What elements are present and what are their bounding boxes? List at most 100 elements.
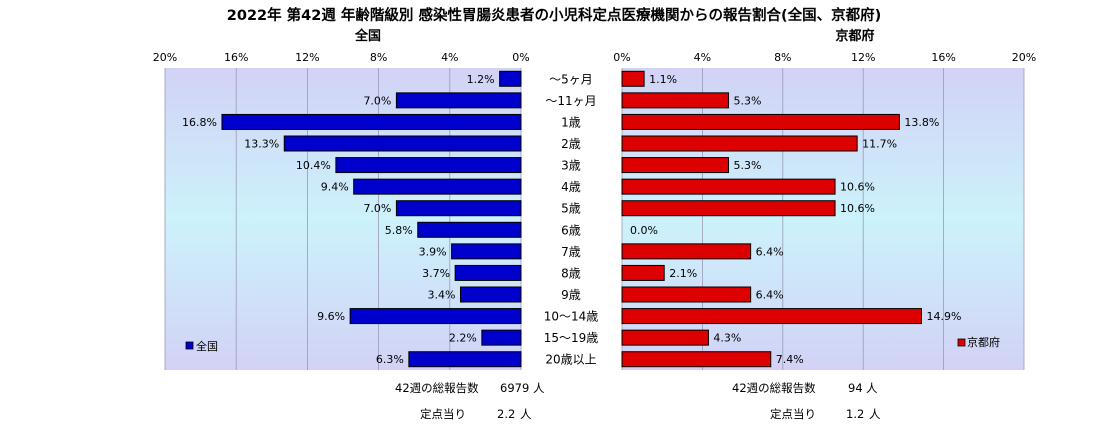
bar-kyoto xyxy=(621,157,730,174)
data-label-national: 3.4% xyxy=(428,289,456,302)
bar-national xyxy=(499,70,522,87)
category-label: 3歳 xyxy=(561,159,581,173)
bar-kyoto xyxy=(621,264,665,281)
footer-per-label-kyoto: 定点当り xyxy=(770,407,816,421)
footer-total-value-national: 6979 xyxy=(500,381,529,395)
bar-national xyxy=(221,113,522,130)
data-label-national: 3.7% xyxy=(422,267,450,280)
data-label-kyoto: 4.3% xyxy=(713,332,741,345)
bar-kyoto xyxy=(621,135,858,152)
footer-total-unit-national: 人 xyxy=(533,381,545,395)
bar-kyoto xyxy=(621,351,772,368)
legend-swatch-national xyxy=(185,341,194,350)
bar-national xyxy=(395,200,522,217)
x-tick-label-right: 12% xyxy=(851,51,875,64)
data-label-national: 9.6% xyxy=(317,310,345,323)
footer-per-label-national: 定点当り xyxy=(420,407,466,421)
data-label-national: 13.3% xyxy=(244,138,279,151)
category-label: 1歳 xyxy=(561,115,581,129)
bar-kyoto xyxy=(621,178,836,195)
data-label-national: 9.4% xyxy=(321,181,349,194)
data-label-national: 7.0% xyxy=(363,202,391,215)
category-label: 8歳 xyxy=(561,266,581,280)
category-label: 20歳以上 xyxy=(545,353,596,367)
bar-kyoto xyxy=(621,308,922,325)
data-label-national: 7.0% xyxy=(363,94,391,107)
x-tick-label-left: 4% xyxy=(441,51,458,64)
x-tick-label-right: 4% xyxy=(694,51,711,64)
data-label-kyoto: 6.4% xyxy=(756,245,784,258)
bar-kyoto xyxy=(621,286,752,303)
data-label-national: 2.2% xyxy=(449,332,477,345)
data-label-kyoto: 13.8% xyxy=(904,116,939,129)
data-label-kyoto: 1.1% xyxy=(649,73,677,86)
bar-national xyxy=(481,329,522,346)
data-label-national: 1.2% xyxy=(467,73,495,86)
footer-total-label-national: 42週の総報告数 xyxy=(395,381,479,395)
category-label: 9歳 xyxy=(561,288,581,302)
data-label-kyoto: 0.0% xyxy=(630,224,658,237)
footer-per-unit-national: 人 xyxy=(520,407,532,421)
data-label-national: 6.3% xyxy=(376,353,404,366)
data-label-kyoto: 10.6% xyxy=(840,181,875,194)
plot-area-kyoto xyxy=(622,68,1024,370)
data-label-national: 10.4% xyxy=(296,159,331,172)
category-label: 7歳 xyxy=(561,245,581,259)
legend-label-national: 全国 xyxy=(196,339,218,353)
data-label-kyoto: 14.9% xyxy=(926,310,961,323)
x-tick-label-left: 16% xyxy=(224,51,248,64)
data-label-kyoto: 5.3% xyxy=(734,159,762,172)
bar-kyoto xyxy=(621,200,836,217)
x-tick-label-right: 20% xyxy=(1012,51,1036,64)
footer-total-value-kyoto: 94 xyxy=(848,381,863,395)
footer-per-value-kyoto: 1.2 xyxy=(846,407,864,421)
footer-total-unit-kyoto: 人 xyxy=(866,381,878,395)
panel-title-kyoto: 京都府 xyxy=(835,28,874,44)
bar-national xyxy=(349,308,522,325)
x-tick-label-left: 12% xyxy=(295,51,319,64)
category-label: ～11ヶ月 xyxy=(545,94,596,108)
data-label-kyoto: 11.7% xyxy=(862,138,897,151)
category-label: 5歳 xyxy=(561,202,581,216)
bar-national xyxy=(454,264,522,281)
bar-national xyxy=(353,178,522,195)
data-label-national: 3.9% xyxy=(419,245,447,258)
legend-label-kyoto: 京都府 xyxy=(967,335,1000,349)
bar-national xyxy=(283,135,522,152)
chart-title: 2022年 第42週 年齢階級別 感染性胃腸炎患者の小児科定点医療機関からの報告… xyxy=(227,6,881,24)
x-tick-label-left: 0% xyxy=(512,51,529,64)
category-label: 6歳 xyxy=(561,223,581,237)
x-tick-label-right: 8% xyxy=(774,51,791,64)
bar-kyoto xyxy=(621,243,752,260)
x-tick-label-left: 20% xyxy=(153,51,177,64)
data-label-kyoto: 2.1% xyxy=(669,267,697,280)
category-label: 4歳 xyxy=(561,180,581,194)
bar-national xyxy=(451,243,522,260)
bar-national xyxy=(335,157,522,174)
bar-national xyxy=(408,351,522,368)
category-label: 2歳 xyxy=(561,137,581,151)
footer-per-value-national: 2.2 xyxy=(497,407,515,421)
data-label-kyoto: 6.4% xyxy=(756,289,784,302)
panel-title-national: 全国 xyxy=(354,28,381,44)
bar-kyoto xyxy=(621,92,730,109)
footer-per-unit-kyoto: 人 xyxy=(869,407,881,421)
data-label-kyoto: 5.3% xyxy=(734,94,762,107)
bar-kyoto xyxy=(621,113,900,130)
bar-national xyxy=(417,221,522,238)
data-label-kyoto: 7.4% xyxy=(776,353,804,366)
bar-kyoto xyxy=(621,70,645,87)
plot-area-national xyxy=(165,68,521,370)
category-label: 10～14歳 xyxy=(544,310,599,324)
footer-total-label-kyoto: 42週の総報告数 xyxy=(732,381,816,395)
legend-swatch-kyoto xyxy=(957,338,966,347)
data-label-kyoto: 10.6% xyxy=(840,202,875,215)
x-tick-label-right: 16% xyxy=(931,51,955,64)
x-tick-label-right: 0% xyxy=(613,51,630,64)
bar-national xyxy=(395,92,522,109)
x-tick-label-left: 8% xyxy=(370,51,387,64)
data-label-national: 5.8% xyxy=(385,224,413,237)
category-label: ～5ヶ月 xyxy=(549,72,593,86)
